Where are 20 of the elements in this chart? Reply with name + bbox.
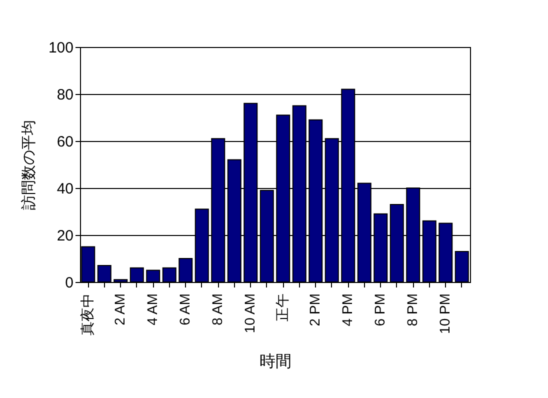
x-tick-label: 真夜中: [79, 294, 96, 336]
x-tick-label: 6 AM: [176, 294, 193, 326]
y-axis-title: 訪問数の平均: [20, 120, 38, 210]
y-tick-label: 40: [56, 180, 74, 198]
x-tick-label: 8 PM: [404, 294, 420, 326]
y-tick-label: 80: [56, 86, 74, 104]
x-tick-label: 8 AM: [209, 294, 226, 326]
x-tick-label: 6 PM: [372, 294, 388, 326]
y-tick-label: 60: [56, 134, 74, 150]
x-tick-label: 10 PM: [436, 294, 453, 334]
x-tick-label: 10 AM: [242, 294, 258, 334]
x-tick-label: 2 AM: [112, 294, 128, 326]
x-tick-label: 正午: [274, 294, 290, 322]
y-tick-label: 0: [65, 274, 74, 292]
y-tick-label: 100: [48, 40, 74, 56]
y-tick-label: 20: [56, 228, 74, 244]
x-tick-label: 4 AM: [144, 294, 160, 326]
x-tick-label: 2 PM: [306, 294, 323, 326]
x-axis-title: 時間: [260, 352, 292, 370]
x-tick-label: 4 PM: [339, 294, 356, 326]
